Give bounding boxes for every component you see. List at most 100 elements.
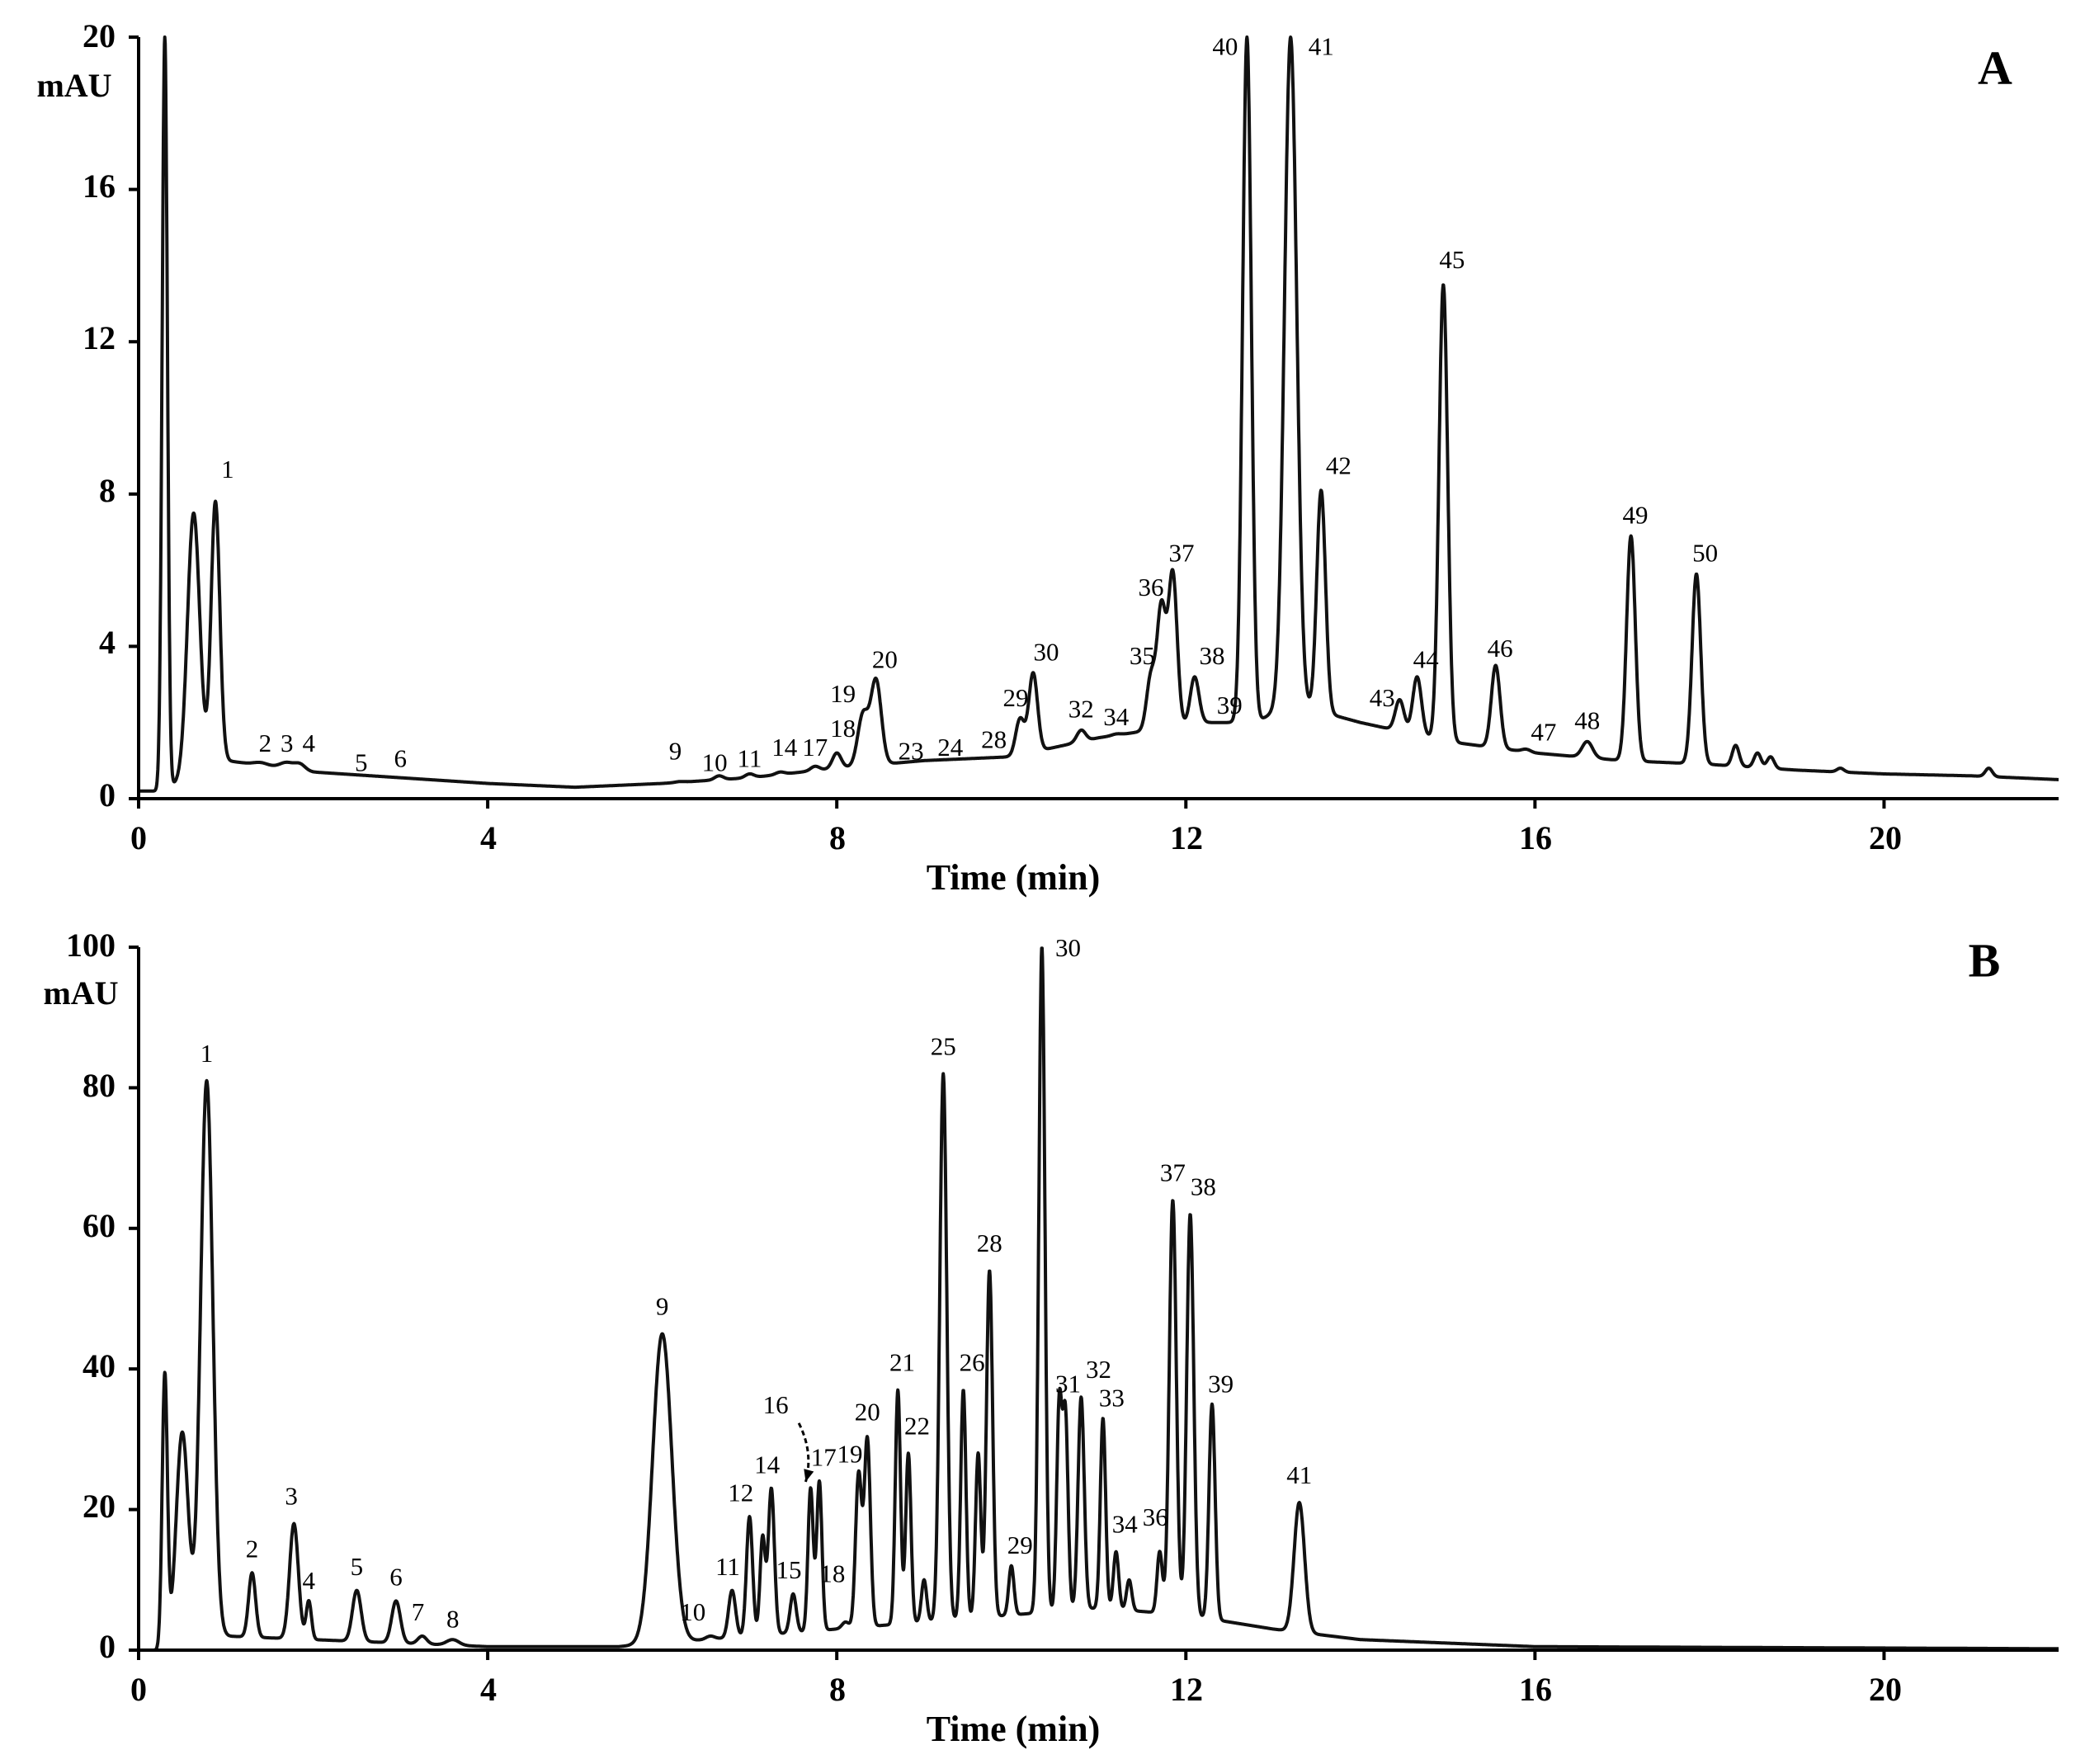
y-tick-label: 60	[83, 1207, 116, 1244]
peak-label: 40	[1212, 32, 1238, 61]
y-tick-label: 0	[99, 1628, 116, 1665]
peak-label: 8	[446, 1605, 460, 1634]
y-tick-label: 16	[83, 167, 116, 205]
peak-label: 2	[259, 729, 272, 757]
peak-label: 21	[889, 1348, 915, 1377]
peak-label: 50	[1692, 539, 1718, 568]
peak-label: 4	[303, 1566, 316, 1595]
y-tick-label: 20	[83, 1488, 116, 1525]
peak-label: 7	[412, 1597, 425, 1626]
peak-label: 10	[680, 1597, 705, 1626]
y-unit-label: mAU	[43, 974, 118, 1012]
y-tick-label: 4	[99, 624, 116, 661]
peak-label: 41	[1286, 1460, 1312, 1489]
peak-label: 29	[1007, 1531, 1033, 1559]
peak-label: 5	[355, 748, 368, 776]
peak-label: 45	[1439, 245, 1465, 274]
peak-label: 16	[763, 1390, 789, 1419]
peak-label: 48	[1574, 706, 1600, 735]
peak-label: 29	[1003, 683, 1029, 712]
peak-label: 41	[1309, 32, 1334, 61]
arrow-head-icon	[804, 1469, 814, 1482]
peak-label: 6	[389, 1563, 403, 1592]
peak-label: 46	[1488, 634, 1513, 663]
y-tick-label: 0	[99, 776, 116, 814]
peak-label: 12	[728, 1478, 753, 1507]
axis-ticks-a	[129, 35, 1886, 809]
peak-label: 34	[1112, 1510, 1139, 1539]
peak-label: 44	[1413, 645, 1440, 674]
panel-letter-a: A	[1978, 40, 2012, 94]
chromatogram-trace-b	[137, 946, 2060, 1652]
x-tick-label: 20	[1869, 1671, 1902, 1708]
peak-label: 47	[1531, 717, 1556, 746]
y-tick-label: 40	[83, 1347, 116, 1384]
peak-label: 34	[1103, 702, 1130, 731]
peak-label: 9	[656, 1292, 669, 1321]
peak-label: 49	[1623, 500, 1649, 529]
peak-label: 30	[1055, 933, 1081, 962]
x-tick-label: 12	[1170, 1671, 1203, 1708]
peak-label: 38	[1191, 1172, 1216, 1201]
peak-label: 19	[837, 1440, 863, 1469]
peak-label: 25	[931, 1031, 956, 1060]
peak-label: 14	[771, 733, 798, 762]
x-tick-label: 20	[1869, 819, 1902, 856]
peak-label: 6	[394, 744, 408, 773]
peak-label: 36	[1139, 573, 1164, 601]
peak-label: 23	[899, 737, 924, 766]
peak-label: 1	[200, 1039, 214, 1068]
peak-label: 35	[1130, 641, 1155, 670]
panel-letter-b: B	[1969, 933, 2001, 987]
peak-label: 39	[1217, 691, 1243, 719]
y-unit-label: mAU	[36, 67, 111, 104]
peak-label: 38	[1200, 641, 1225, 670]
x-axis-title: Time (min)	[927, 857, 1101, 898]
peak-label: 37	[1169, 539, 1195, 568]
peak-label: 15	[776, 1555, 802, 1584]
x-tick-label: 12	[1170, 819, 1203, 856]
x-tick-label: 8	[829, 1671, 846, 1708]
peak-label: 24	[937, 733, 964, 762]
peak-label: 32	[1086, 1355, 1111, 1384]
peak-label: 1	[221, 455, 234, 483]
y-tick-label: 80	[83, 1067, 116, 1104]
peak-label: 17	[811, 1443, 837, 1472]
peak-label: 28	[977, 1229, 1002, 1257]
x-tick-label: 0	[130, 819, 147, 856]
peak-label: 32	[1068, 695, 1094, 724]
x-tick-label: 16	[1519, 819, 1552, 856]
y-tick-label: 20	[83, 17, 116, 54]
x-tick-label: 4	[480, 819, 497, 856]
y-tick-label: 12	[83, 319, 116, 356]
peak-label: 19	[830, 679, 856, 708]
x-tick-label: 4	[480, 1671, 497, 1708]
peak-label: 5	[351, 1552, 364, 1581]
peak-label: 28	[981, 725, 1007, 754]
peak-label: 36	[1143, 1502, 1168, 1531]
peak-label: 3	[281, 729, 294, 757]
peak-label: 14	[754, 1450, 781, 1479]
peak-label: 31	[1055, 1369, 1081, 1398]
peak-label: 42	[1326, 450, 1351, 479]
peak-label: 17	[802, 733, 828, 762]
peak-label: 20	[855, 1397, 880, 1426]
peak-label: 26	[960, 1348, 985, 1377]
peak-label: 20	[872, 645, 898, 674]
x-tick-label: 8	[829, 819, 846, 856]
peak-label: 9	[669, 737, 682, 766]
y-tick-label: 100	[66, 927, 116, 964]
peak-label: 11	[715, 1552, 740, 1581]
chromatogram-trace-a	[137, 35, 2060, 793]
peak-label: 2	[246, 1535, 259, 1564]
y-tick-label: 8	[99, 472, 116, 509]
peak-label: 39	[1208, 1369, 1234, 1398]
x-tick-label: 0	[130, 1671, 147, 1708]
peak-label: 18	[830, 714, 856, 743]
peak-label: 3	[285, 1482, 298, 1511]
